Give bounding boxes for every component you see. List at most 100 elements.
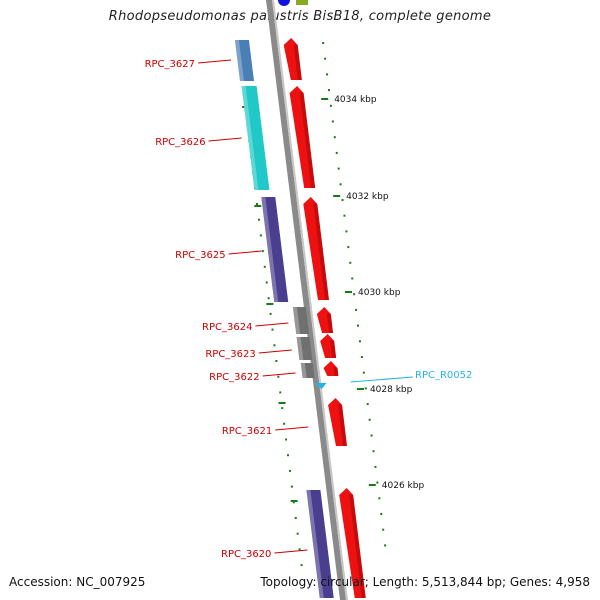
tick-dot	[353, 293, 356, 296]
gene-bar-shade	[296, 337, 304, 360]
gene-RPC_3623[interactable]	[296, 334, 337, 360]
tick-dot	[279, 391, 282, 394]
tick-dot	[360, 356, 363, 358]
gene-bar[interactable]	[296, 337, 313, 360]
tick-dot	[362, 371, 365, 374]
gene-label[interactable]: RPC_3624	[202, 322, 252, 333]
gene-bar[interactable]	[234, 40, 254, 81]
kbp-label: 4030 kbp	[358, 288, 401, 298]
tick-major	[290, 500, 298, 502]
tick-dot	[333, 136, 336, 139]
gene-RPC_3621[interactable]	[328, 398, 347, 446]
gene-arrow[interactable]	[320, 334, 337, 358]
gene-bar[interactable]	[300, 363, 315, 378]
feature-blue-dot[interactable]	[278, 0, 290, 6]
gene-bar-shade	[241, 86, 259, 190]
tick-dot	[366, 403, 369, 406]
tick-dot	[296, 532, 299, 535]
tick-dot	[384, 544, 387, 547]
gene-label[interactable]: RPC_3621	[222, 426, 272, 437]
gene-arrow[interactable]	[328, 398, 347, 446]
tick-dot	[256, 203, 259, 205]
tick-dot	[337, 167, 340, 170]
tick-dot	[271, 328, 274, 331]
gene-RPC_3624[interactable]	[292, 307, 334, 334]
tick-dot	[290, 485, 293, 488]
gene-labels: RPC_3627 RPC_3626 RPC_3625 RPC_3624 RPC_3623…	[145, 59, 473, 560]
gene-RPC_3620[interactable]	[306, 488, 366, 598]
tick-dot	[364, 387, 367, 390]
tick-dot	[292, 501, 295, 504]
gene-bar-shade	[261, 197, 279, 302]
gene-RPC_3622[interactable]	[300, 361, 339, 378]
kbp-scale: 4034 kbp 4032 kbp 4030 kbp 4028 kbp 4026 kbp	[321, 95, 424, 491]
tick-dot	[329, 104, 332, 107]
gene-arrow-shade	[338, 404, 347, 446]
gene-RPC_3626[interactable]	[241, 86, 316, 190]
genome-summary: Topology: circular; Length: 5,513,844 bp…	[260, 575, 590, 589]
tick-dot	[259, 234, 262, 237]
tick-major	[278, 402, 286, 404]
tick-dot	[273, 344, 276, 347]
tick-major	[266, 303, 274, 305]
gene-arrow[interactable]	[316, 307, 334, 333]
gene-arrow[interactable]	[303, 197, 329, 300]
tick-dot	[267, 297, 270, 300]
gene-bar[interactable]	[306, 490, 334, 598]
gene-leader-line	[208, 137, 242, 142]
tick-dot	[335, 151, 338, 154]
rna-label[interactable]: RPC_R0052	[415, 370, 472, 381]
gene-arrow[interactable]	[323, 361, 339, 376]
gene-RPC_3625[interactable]	[261, 197, 329, 302]
gene-leader-line	[258, 349, 292, 354]
tick-dot	[285, 438, 288, 441]
gene-arrow-shade	[349, 494, 366, 598]
gene-label[interactable]: RPC_3625	[175, 250, 225, 261]
gene-leader-line	[262, 372, 296, 377]
gene-arrow[interactable]	[283, 38, 302, 80]
tick-dot	[343, 214, 346, 217]
tick-dot	[324, 57, 327, 60]
tick-dot	[351, 277, 354, 280]
tick-dot	[347, 246, 350, 249]
tick-dot	[283, 422, 286, 425]
tick-dot	[287, 454, 290, 457]
gene-leader-line	[275, 426, 309, 431]
tick-dot	[277, 375, 280, 378]
gene-label[interactable]: RPC_3623	[205, 349, 255, 360]
gene-bar[interactable]	[292, 307, 310, 334]
gene-bar[interactable]	[261, 197, 289, 302]
gene-bar[interactable]	[241, 86, 270, 190]
kbp-tick	[356, 388, 364, 390]
gene-leader-line	[274, 549, 308, 554]
kbp-tick	[368, 484, 376, 486]
gene-arrow-shade	[299, 92, 316, 188]
rna-marker[interactable]	[314, 383, 327, 389]
gene-label[interactable]: RPC_3627	[145, 59, 195, 70]
tick-dot	[331, 120, 334, 123]
gene-arrow[interactable]	[339, 488, 366, 598]
gene-arrow-shade	[313, 203, 329, 300]
gene-label[interactable]: RPC_3620	[221, 549, 271, 560]
gene-arrow[interactable]	[289, 86, 316, 188]
tick-dot	[370, 434, 373, 437]
gene-bar-shade	[292, 307, 301, 334]
feature-green-block[interactable]	[296, 0, 308, 5]
accession-text: Accession: NC_007925	[9, 575, 146, 589]
tick-dot	[265, 281, 268, 284]
outer-tick-track	[322, 42, 387, 547]
gene-label[interactable]: RPC_3626	[155, 137, 205, 148]
kbp-label: 4028 kbp	[370, 385, 413, 395]
gene-label[interactable]: RPC_3622	[209, 372, 259, 383]
genome-backbone	[266, 0, 346, 600]
tick-dot	[339, 183, 342, 186]
tick-dot	[382, 528, 385, 531]
kbp-tick	[345, 291, 353, 293]
tick-dot	[349, 261, 352, 264]
gene-RPC_3627[interactable]	[234, 38, 302, 81]
gene-leader-line	[255, 322, 289, 327]
tick-dot	[368, 418, 371, 421]
gene-bar-shade	[306, 490, 324, 598]
gene-leader-line	[197, 59, 232, 64]
